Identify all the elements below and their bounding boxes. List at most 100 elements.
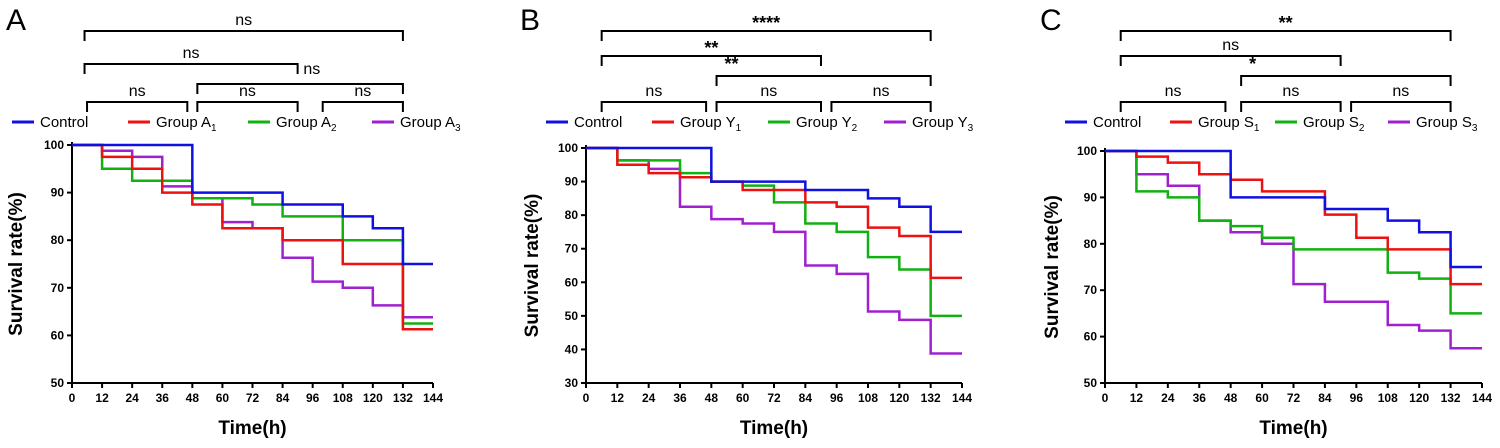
significance-bracket xyxy=(321,101,404,112)
legend-label: Control xyxy=(574,114,622,131)
x-tick-label: 48 xyxy=(1224,391,1238,405)
legend-label: Group A3 xyxy=(400,114,461,134)
significance-bracket xyxy=(830,101,932,112)
x-tick-label: 132 xyxy=(921,391,941,405)
legend-subscript: 2 xyxy=(331,123,337,134)
significance-bracket xyxy=(83,63,299,74)
panel-letter: B xyxy=(520,4,540,37)
y-tick-label: 60 xyxy=(51,328,65,342)
x-tick-label: 96 xyxy=(1350,391,1364,405)
y-axis-label: Survival rate(%) xyxy=(522,194,543,338)
y-tick-label: 80 xyxy=(565,208,579,222)
y-tick-label: 70 xyxy=(565,242,579,256)
x-tick-label: 144 xyxy=(952,391,972,405)
x-tick-label: 0 xyxy=(69,391,76,405)
y-tick-label: 50 xyxy=(565,309,579,323)
x-tick-label: 36 xyxy=(673,391,687,405)
y-tick-label: 60 xyxy=(565,275,579,289)
significance-bracket xyxy=(1119,101,1227,112)
x-tick-label: 84 xyxy=(1318,391,1332,405)
significance-label: ns xyxy=(354,83,371,100)
x-tick-label: 12 xyxy=(1130,391,1144,405)
significance-bracket xyxy=(600,30,932,41)
significance-label: **** xyxy=(752,13,780,33)
legend-label: Group S3 xyxy=(1416,114,1478,134)
survival-curve-group1 xyxy=(72,143,433,331)
y-tick-label: 90 xyxy=(51,186,65,200)
significance-bracket xyxy=(1240,75,1452,86)
significance-label: ns xyxy=(235,12,252,29)
x-tick-label: 48 xyxy=(705,391,719,405)
significance-label: ns xyxy=(1222,37,1239,54)
legend-label: Control xyxy=(40,114,88,131)
panel-letter: C xyxy=(1040,4,1062,37)
legend-subscript: 1 xyxy=(736,123,742,134)
panel-letter: A xyxy=(6,4,26,37)
survival-curve-control xyxy=(1105,149,1482,269)
legend-subscript: 3 xyxy=(968,123,974,134)
significance-label: ns xyxy=(1392,83,1409,100)
x-tick-label: 72 xyxy=(1287,391,1301,405)
y-axis-label: Survival rate(%) xyxy=(1042,195,1063,339)
x-tick-label: 24 xyxy=(642,391,656,405)
panel-c: C ** ns ns ns ns * Control Group S1 Group S2 Group… xyxy=(1040,4,1492,439)
legend-label: Group A2 xyxy=(276,114,337,134)
x-tick-label: 108 xyxy=(858,391,878,405)
x-tick-label: 120 xyxy=(889,391,909,405)
y-tick-label: 60 xyxy=(1084,330,1098,344)
legend-label: Control xyxy=(1093,114,1141,131)
y-tick-label: 90 xyxy=(565,175,579,189)
legend-subscript: 2 xyxy=(1359,123,1365,134)
x-tick-label: 12 xyxy=(611,391,625,405)
survival-curve-group1 xyxy=(1105,149,1482,286)
legend-label: Group Y3 xyxy=(912,114,974,134)
x-tick-label: 84 xyxy=(276,391,290,405)
y-tick-label: 100 xyxy=(44,138,64,152)
x-tick-label: 96 xyxy=(306,391,320,405)
survival-curve-group3 xyxy=(72,143,433,319)
legend-label: Group Y2 xyxy=(796,114,858,134)
x-tick-label: 48 xyxy=(186,391,200,405)
y-tick-label: 40 xyxy=(565,342,579,356)
x-tick-label: 60 xyxy=(216,391,230,405)
significance-bracket xyxy=(600,101,708,112)
x-tick-label: 12 xyxy=(95,391,109,405)
x-tick-label: 120 xyxy=(1409,391,1429,405)
legend-subscript: 3 xyxy=(455,123,461,134)
x-tick-label: 0 xyxy=(583,391,590,405)
significance-label: ns xyxy=(645,83,662,100)
significance-bracket xyxy=(715,101,822,112)
significance-bracket xyxy=(196,101,299,112)
panel-b: B ******ns ns ns**Control Group Y1 Group Y2 Gr… xyxy=(520,4,974,439)
y-tick-label: 50 xyxy=(51,376,65,390)
x-tick-label: 144 xyxy=(1472,391,1492,405)
significance-bracket xyxy=(83,30,404,41)
significance-bracket xyxy=(1240,101,1342,112)
legend-subscript: 3 xyxy=(1472,123,1478,134)
x-tick-label: 72 xyxy=(246,391,260,405)
y-tick-label: 100 xyxy=(558,141,578,155)
x-tick-label: 120 xyxy=(363,391,383,405)
significance-bracket xyxy=(715,75,932,86)
survival-curve-group2 xyxy=(1105,149,1482,315)
significance-label: ns xyxy=(239,83,256,100)
significance-bracket xyxy=(1119,30,1452,41)
survival-curve-group2 xyxy=(72,143,433,325)
x-tick-label: 24 xyxy=(125,391,139,405)
significance-label: ns xyxy=(183,45,200,62)
survival-curve-control xyxy=(586,146,962,234)
significance-bracket xyxy=(1119,55,1342,66)
legend-label: Group A1 xyxy=(156,114,217,134)
x-tick-label: 96 xyxy=(830,391,844,405)
x-tick-label: 132 xyxy=(1441,391,1461,405)
significance-label: ns xyxy=(873,83,890,100)
survival-curve-group1 xyxy=(586,146,962,280)
x-tick-label: 132 xyxy=(393,391,413,405)
significance-label: ** xyxy=(704,38,718,58)
y-tick-label: 80 xyxy=(1084,237,1098,251)
survival-curve-control xyxy=(72,143,433,266)
x-tick-label: 60 xyxy=(1255,391,1269,405)
x-tick-label: 72 xyxy=(767,391,781,405)
x-tick-label: 108 xyxy=(333,391,353,405)
